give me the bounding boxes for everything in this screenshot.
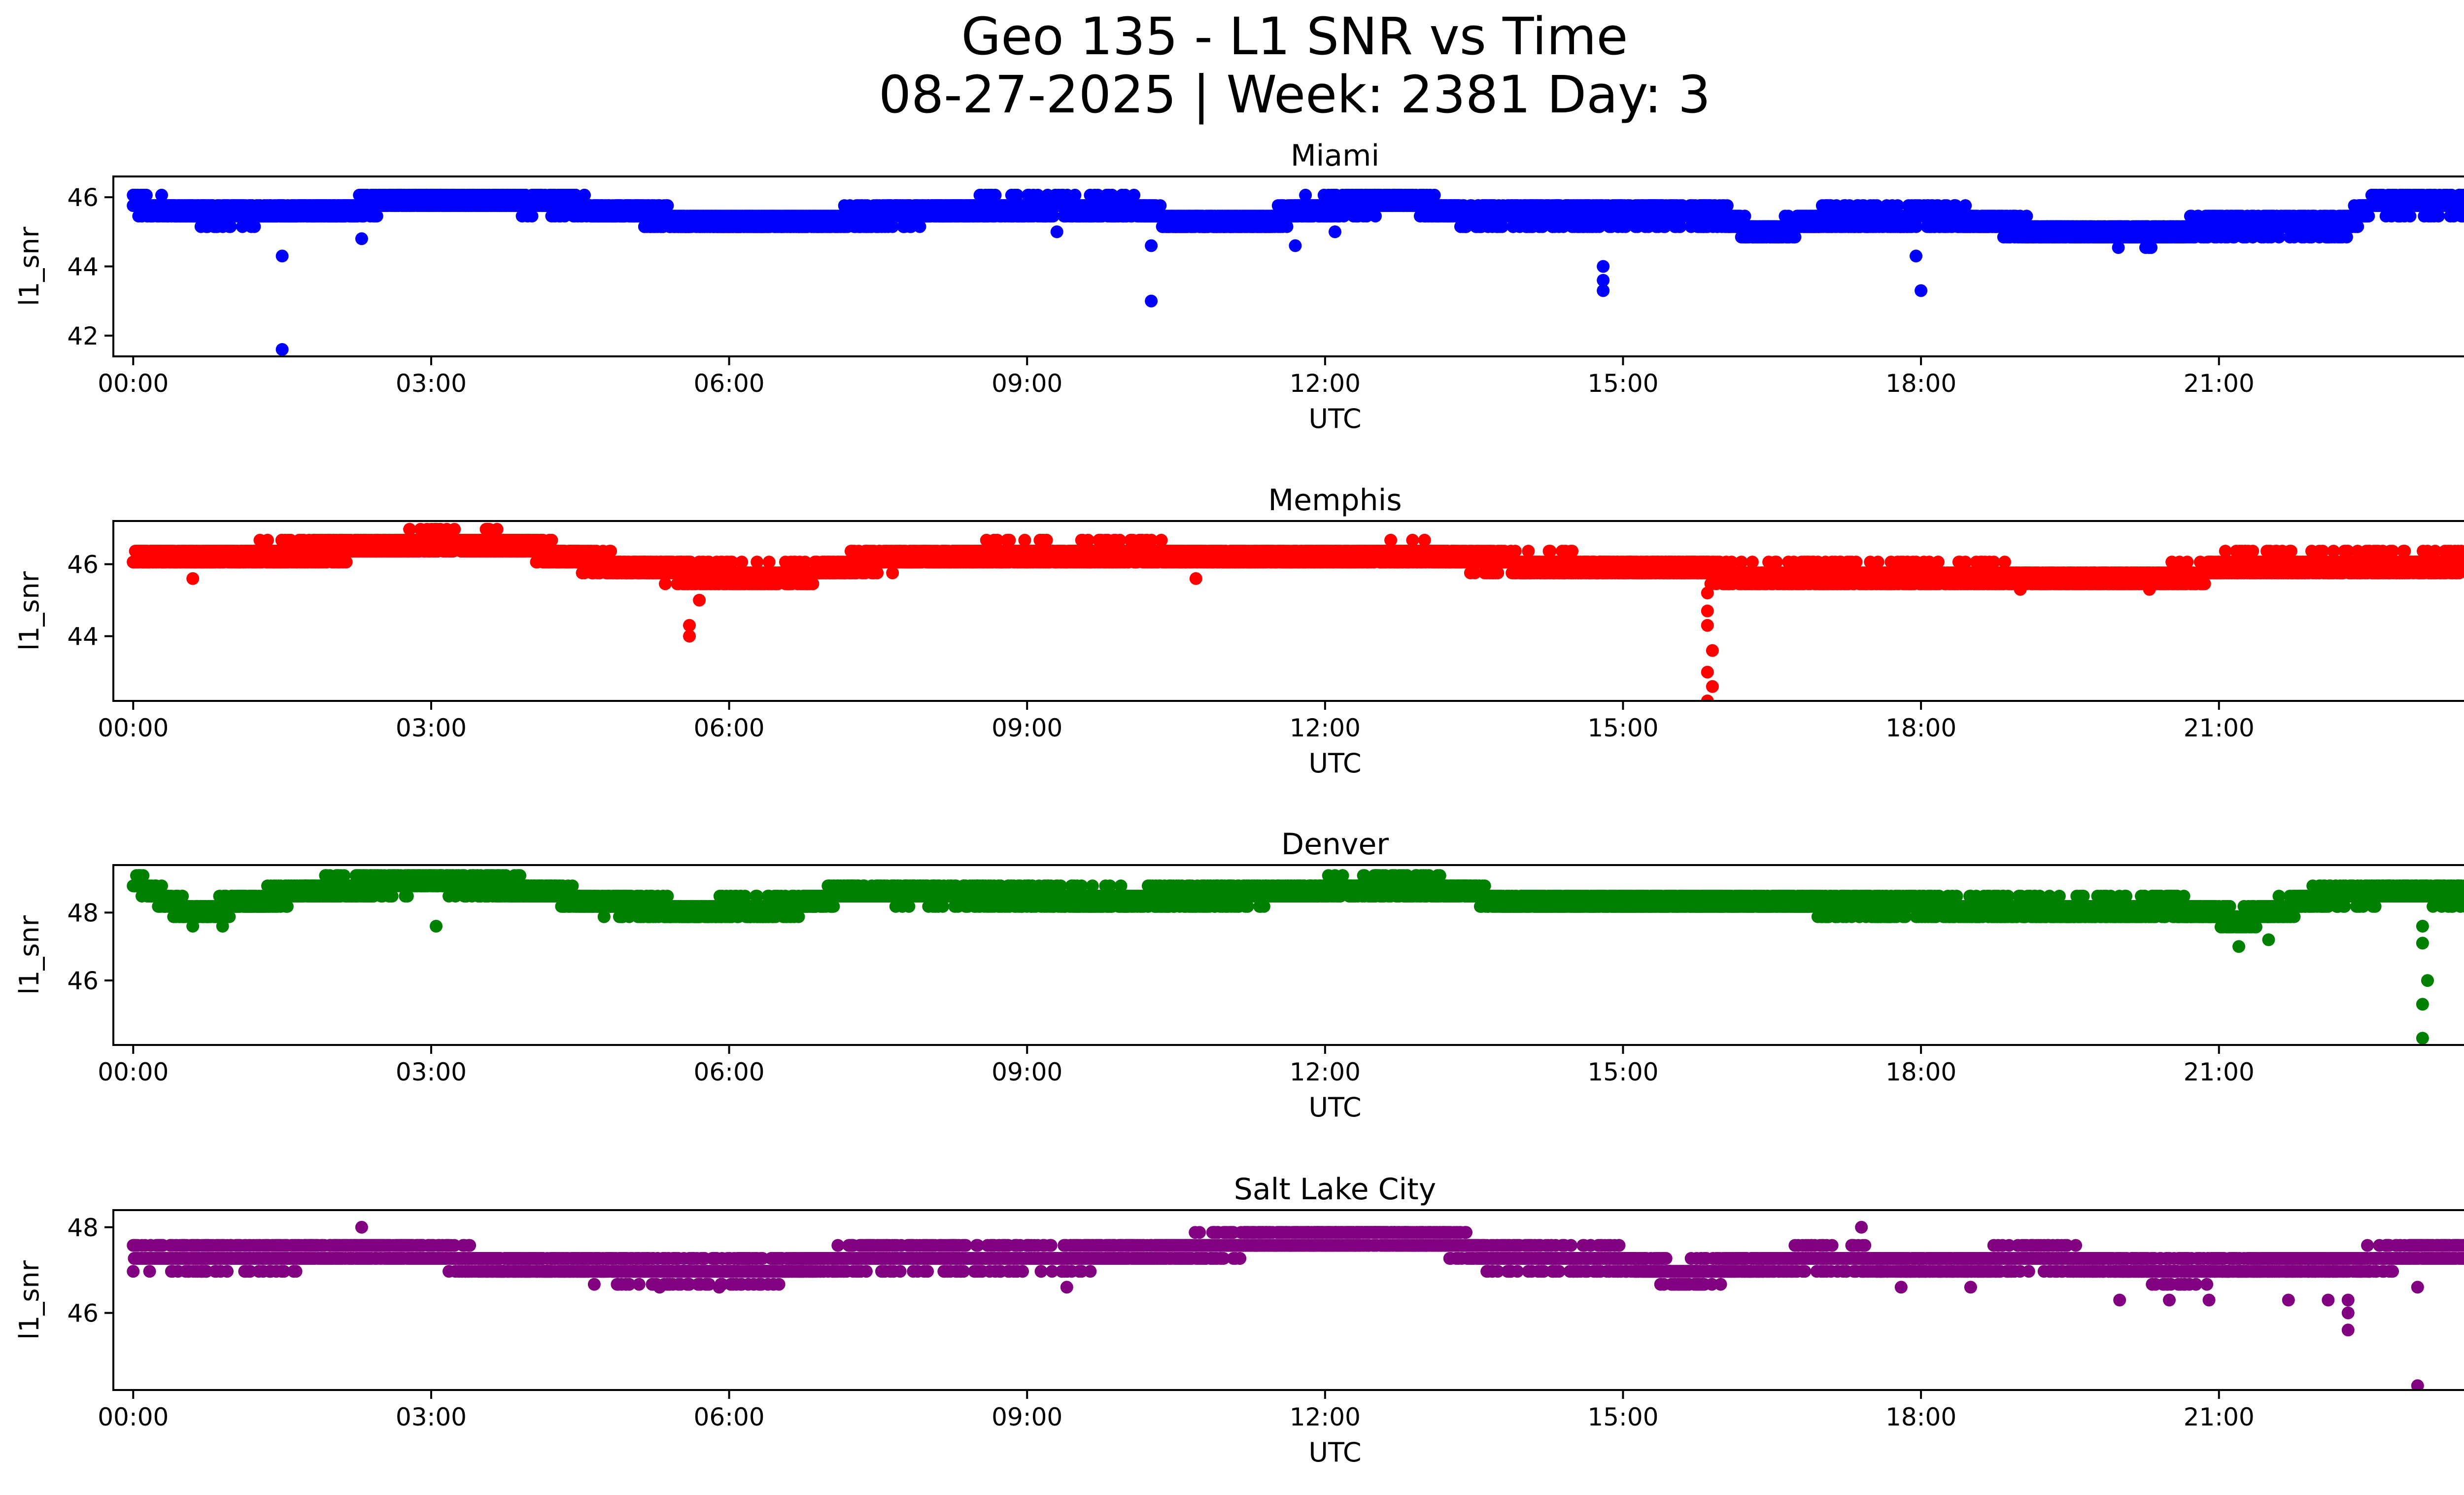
data-point (1068, 188, 1082, 202)
data-point (661, 199, 674, 212)
data-point (139, 188, 153, 202)
data-point (913, 220, 926, 233)
data-point (525, 209, 539, 223)
data-point (1010, 188, 1024, 202)
data-point (1128, 188, 1141, 202)
data-point (1460, 220, 1472, 233)
data-point (1428, 188, 1441, 202)
data-point (1536, 220, 1549, 233)
data-point (1299, 188, 1312, 202)
figure-title-line1: Geo 135 - L1 SNR vs Time (961, 6, 1628, 67)
figure-title-line2: 08-27-2025 | Week: 2381 Day: 3 (879, 65, 1711, 125)
data-point (1119, 188, 1132, 202)
data-point (886, 220, 899, 233)
data-point (248, 220, 261, 233)
data-point (155, 188, 168, 202)
data-point (1031, 188, 1044, 202)
data-point (1369, 209, 1382, 223)
data-point (224, 220, 237, 233)
data-point (1047, 209, 1060, 223)
data-point (989, 188, 1002, 202)
subplot-title: Miami (1291, 139, 1379, 173)
data-point (578, 188, 591, 202)
data-point (1619, 220, 1632, 233)
data-point (1593, 220, 1606, 233)
data-point (1105, 188, 1119, 202)
data-point (1496, 220, 1509, 233)
data-point (1154, 199, 1167, 212)
data-point (370, 209, 383, 223)
data-point (1337, 209, 1350, 223)
scatter-points (127, 188, 2464, 356)
data-point (558, 209, 571, 223)
data-point (1280, 220, 1294, 233)
